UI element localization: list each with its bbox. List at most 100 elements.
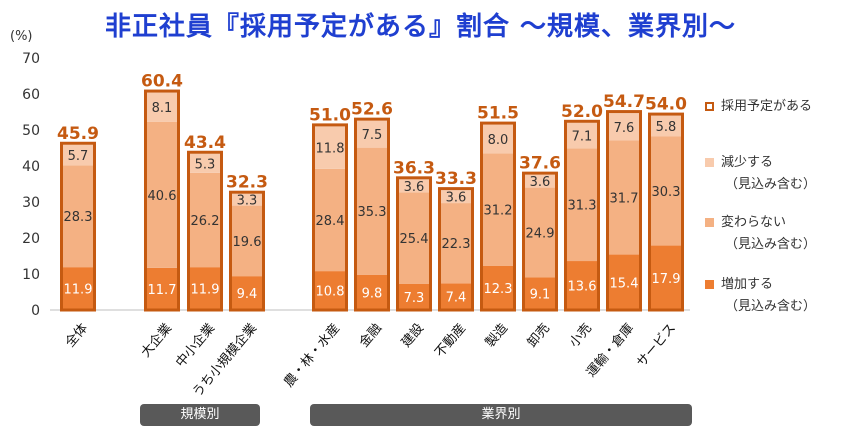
bar-nochange — [147, 121, 177, 268]
data-label: 11.9 — [64, 283, 93, 298]
data-label: 12.3 — [484, 282, 513, 297]
total-label: 36.3 — [393, 158, 435, 178]
category-tick-label: 製造 — [483, 321, 511, 351]
bar-nochange — [63, 165, 93, 268]
total-label: 52.6 — [351, 100, 393, 120]
data-label: 8.1 — [152, 101, 173, 116]
legend-swatch-increase — [705, 280, 714, 289]
category-tick-label: 全体 — [62, 320, 91, 350]
data-label: 40.6 — [148, 189, 177, 204]
category-tick-label: 中小企業 — [172, 320, 218, 370]
bar-nochange — [232, 205, 262, 277]
bar-decrease — [441, 190, 471, 204]
bar-increase — [315, 271, 345, 310]
bar-nochange — [483, 153, 513, 266]
total-label: 33.3 — [435, 169, 477, 189]
category-tick-label: 建設 — [398, 320, 427, 350]
category-tick-label: 卸売 — [524, 320, 553, 350]
bar-increase — [567, 261, 597, 310]
data-label: 11.9 — [191, 283, 220, 298]
bar-nochange — [315, 168, 345, 272]
bar-increase — [190, 267, 220, 310]
total-label: 45.9 — [57, 124, 99, 144]
chart-title: 非正社員『採用予定がある』割合 ～規模、業界別～ — [104, 12, 737, 42]
bar-nochange — [190, 172, 220, 268]
category-tick-label: 大企業 — [138, 320, 175, 360]
bar-decrease — [399, 179, 429, 193]
bar-nochange — [525, 187, 555, 278]
bar-total-outline — [648, 112, 684, 312]
data-label: 28.3 — [64, 210, 93, 225]
bar-increase — [525, 277, 555, 310]
group-label-industry: 業界別 — [310, 404, 692, 426]
bar-increase — [232, 276, 262, 310]
bar-decrease — [651, 115, 681, 137]
bar-nochange — [609, 140, 639, 255]
bar-total-outline — [564, 119, 600, 312]
data-label: 7.6 — [614, 121, 635, 136]
total-label: 54.0 — [645, 95, 687, 115]
y-tick-label: 50 — [22, 123, 40, 139]
bar-total-outline — [187, 150, 223, 312]
total-label: 51.5 — [477, 104, 519, 124]
data-label: 24.9 — [526, 226, 555, 241]
bar-decrease — [63, 144, 93, 166]
data-label: 7.3 — [404, 291, 425, 306]
bar-total-outline — [312, 123, 348, 312]
data-label: 3.6 — [530, 175, 551, 190]
data-label: 9.8 — [362, 286, 383, 301]
bar-nochange — [357, 147, 387, 275]
data-label: 5.7 — [68, 149, 89, 164]
bar-decrease — [525, 174, 555, 188]
bar-total-outline — [60, 141, 96, 312]
legend-sub-increase: （見込み含む） — [725, 299, 817, 314]
bar-increase — [357, 274, 387, 310]
data-label: 3.6 — [446, 191, 467, 206]
category-tick-label: サービス — [634, 321, 679, 370]
data-label: 7.1 — [572, 130, 593, 145]
bar-nochange — [567, 148, 597, 262]
bar-decrease — [147, 92, 177, 122]
total-label: 32.3 — [226, 173, 268, 193]
bar-decrease — [567, 122, 597, 149]
bar-decrease — [357, 120, 387, 148]
legend-label-total: 採用予定がある — [721, 99, 813, 114]
total-label: 52.0 — [561, 102, 603, 122]
data-label: 10.8 — [316, 285, 345, 300]
data-label: 5.3 — [195, 157, 216, 172]
data-label: 22.3 — [442, 237, 471, 252]
bar-increase — [399, 283, 429, 310]
data-label: 30.3 — [652, 185, 681, 200]
bar-nochange — [441, 203, 471, 284]
legend-swatch-decrease — [705, 158, 714, 167]
data-label: 9.4 — [237, 287, 258, 302]
data-label: 5.8 — [656, 120, 677, 135]
data-label: 15.4 — [610, 276, 639, 291]
bar-decrease — [190, 153, 220, 173]
bar-increase — [651, 245, 681, 310]
data-label: 25.4 — [400, 232, 429, 247]
data-label: 17.9 — [652, 272, 681, 287]
category-tick-label: 金融 — [356, 320, 385, 350]
legend-sub-decrease: （見込み含む） — [725, 177, 817, 192]
data-label: 3.6 — [404, 180, 425, 195]
data-label: 3.3 — [237, 194, 258, 209]
y-tick-label: 30 — [22, 195, 40, 211]
data-label: 35.3 — [358, 205, 387, 220]
bar-decrease — [315, 126, 345, 169]
bar-decrease — [232, 193, 262, 206]
data-label: 26.2 — [191, 214, 220, 229]
legend-label-decrease: 減少する — [721, 155, 774, 170]
total-label: 51.0 — [309, 105, 351, 125]
total-label: 60.4 — [141, 72, 183, 92]
bar-total-outline — [354, 117, 390, 312]
legend-sub-nochange: （見込み含む） — [725, 237, 817, 252]
category-tick-label: 小売 — [566, 320, 595, 350]
bar-increase — [483, 265, 513, 310]
data-label: 11.8 — [316, 142, 345, 157]
bar-decrease — [483, 124, 513, 154]
y-tick-label: 20 — [22, 231, 40, 247]
bar-total-outline — [396, 176, 432, 312]
y-tick-label: 60 — [22, 87, 40, 103]
